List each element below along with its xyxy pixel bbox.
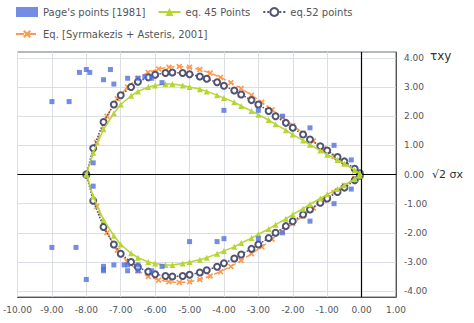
svg-text:-1.00: -1.00 [404,199,428,209]
svg-text:-8.00: -8.00 [75,305,99,315]
svg-text:-2.00: -2.00 [404,228,428,238]
svg-text:√2 σx: √2 σx [432,168,463,181]
svg-text:-3.00: -3.00 [404,257,428,267]
svg-text:Eq. [Syrmakezis + Asteris, 200: Eq. [Syrmakezis + Asteris, 2001] [43,29,208,40]
svg-text:-6.00: -6.00 [143,305,167,315]
svg-text:2.00: 2.00 [404,111,424,121]
svg-text:4.00: 4.00 [404,53,424,63]
svg-text:-4.00: -4.00 [404,286,428,296]
svg-text:1.00: 1.00 [386,305,406,315]
svg-text:0.00: 0.00 [404,170,424,180]
svg-text:Page's points [1981]: Page's points [1981] [43,7,146,18]
svg-text:-5.00: -5.00 [178,305,202,315]
svg-text:3.00: 3.00 [404,82,424,92]
svg-text:-10.00: -10.00 [3,305,32,315]
svg-text:0.00: 0.00 [352,305,372,315]
svg-text:eq.52 points: eq.52 points [290,7,352,18]
svg-text:-9.00: -9.00 [40,305,64,315]
svg-text:-7.00: -7.00 [109,305,133,315]
svg-text:1.00: 1.00 [404,140,424,150]
svg-text:-1.00: -1.00 [316,305,340,315]
svg-text:-2.00: -2.00 [281,305,305,315]
svg-text:-3.00: -3.00 [247,305,271,315]
svg-text:-4.00: -4.00 [212,305,236,315]
svg-text:τxy: τxy [430,49,451,63]
svg-text:eq. 45 Points: eq. 45 Points [185,7,250,18]
